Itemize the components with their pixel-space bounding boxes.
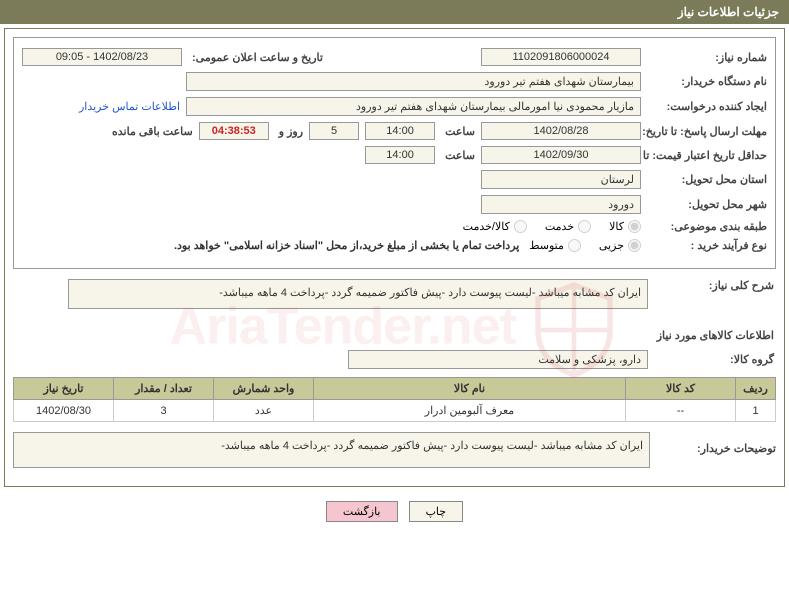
need-number-value: 1102091806000024 <box>481 48 641 66</box>
countdown-timer: 04:38:53 <box>199 122 269 140</box>
process-label: نوع فرآیند خرید : <box>647 239 767 252</box>
radio-partial[interactable]: جزیی <box>599 239 641 252</box>
group-label: گروه کالا: <box>654 353 774 366</box>
city-label: شهر محل تحویل: <box>647 198 767 211</box>
button-area: چاپ بازگشت <box>0 491 789 526</box>
th-code: کد کالا <box>626 378 736 400</box>
validity-label: حداقل تاریخ اعتبار قیمت: تا تاریخ: <box>647 149 767 162</box>
summary-text: ایران کد مشابه میباشد -لیست پیوست دارد -… <box>68 279 648 309</box>
th-qty: تعداد / مقدار <box>114 378 214 400</box>
deadline-date: 1402/08/28 <box>481 122 641 140</box>
time-word-1: ساعت <box>441 125 475 138</box>
th-date: تاریخ نیاز <box>14 378 114 400</box>
requester-label: ایجاد کننده درخواست: <box>647 100 767 113</box>
buyer-desc-label: توضیحات خریدار: <box>656 432 776 455</box>
panel-header: جزئیات اطلاعات نیاز <box>0 0 789 24</box>
radio-medium[interactable]: متوسط <box>529 239 581 252</box>
table-header-row: ردیف کد کالا نام کالا واحد شمارش تعداد /… <box>14 378 776 400</box>
deadline-label: مهلت ارسال پاسخ: تا تاریخ: <box>647 125 767 138</box>
announce-label: تاریخ و ساعت اعلان عمومی: <box>188 51 323 64</box>
category-label: طبقه بندی موضوعی: <box>647 220 767 233</box>
validity-date: 1402/09/30 <box>481 146 641 164</box>
th-name: نام کالا <box>314 378 626 400</box>
validity-time: 14:00 <box>365 146 435 164</box>
td-code: -- <box>626 400 736 422</box>
need-info-box: شماره نیاز: 1102091806000024 تاریخ و ساع… <box>13 37 776 269</box>
category-radio-group: کالا خدمت کالا/خدمت <box>463 220 641 233</box>
radio-goods[interactable]: کالا <box>609 220 641 233</box>
td-name: معرف آلبومین ادرار <box>314 400 626 422</box>
province-label: استان محل تحویل: <box>647 173 767 186</box>
process-note: پرداخت تمام یا بخشی از مبلغ خرید،از محل … <box>174 239 519 252</box>
remaining-word: ساعت باقی مانده <box>108 125 193 138</box>
days-word: روز و <box>275 125 303 138</box>
city-value: دورود <box>481 195 641 214</box>
buyer-org-label: نام دستگاه خریدار: <box>647 75 767 88</box>
time-word-2: ساعت <box>441 149 475 162</box>
radio-both[interactable]: کالا/خدمت <box>463 220 527 233</box>
td-date: 1402/08/30 <box>14 400 114 422</box>
days-count: 5 <box>309 122 359 140</box>
td-qty: 3 <box>114 400 214 422</box>
announce-value: 1402/08/23 - 09:05 <box>22 48 182 66</box>
group-value: دارو، پزشکی و سلامت <box>348 350 648 369</box>
radio-service[interactable]: خدمت <box>545 220 591 233</box>
buyer-desc-text: ایران کد مشابه میباشد -لیست پیوست دارد -… <box>13 432 650 468</box>
print-button[interactable]: چاپ <box>409 501 464 522</box>
panel-title: جزئیات اطلاعات نیاز <box>678 5 779 19</box>
items-section-title: اطلاعات کالاهای مورد نیاز <box>15 329 774 342</box>
items-table: ردیف کد کالا نام کالا واحد شمارش تعداد /… <box>13 377 776 422</box>
th-row: ردیف <box>736 378 776 400</box>
summary-label: شرح کلی نیاز: <box>654 279 774 292</box>
buyer-contact-link[interactable]: اطلاعات تماس خریدار <box>79 100 180 113</box>
td-unit: عدد <box>214 400 314 422</box>
th-unit: واحد شمارش <box>214 378 314 400</box>
need-number-label: شماره نیاز: <box>647 51 767 64</box>
buyer-org-value: بیمارستان شهدای هفتم تیر دورود <box>186 72 641 91</box>
back-button[interactable]: بازگشت <box>326 501 398 522</box>
deadline-time: 14:00 <box>365 122 435 140</box>
td-row: 1 <box>736 400 776 422</box>
requester-value: مازیار محمودی نیا امورمالی بیمارستان شهد… <box>186 97 641 116</box>
process-radio-group: جزیی متوسط <box>529 239 641 252</box>
table-row: 1--معرف آلبومین ادرارعدد31402/08/30 <box>14 400 776 422</box>
province-value: لرستان <box>481 170 641 189</box>
